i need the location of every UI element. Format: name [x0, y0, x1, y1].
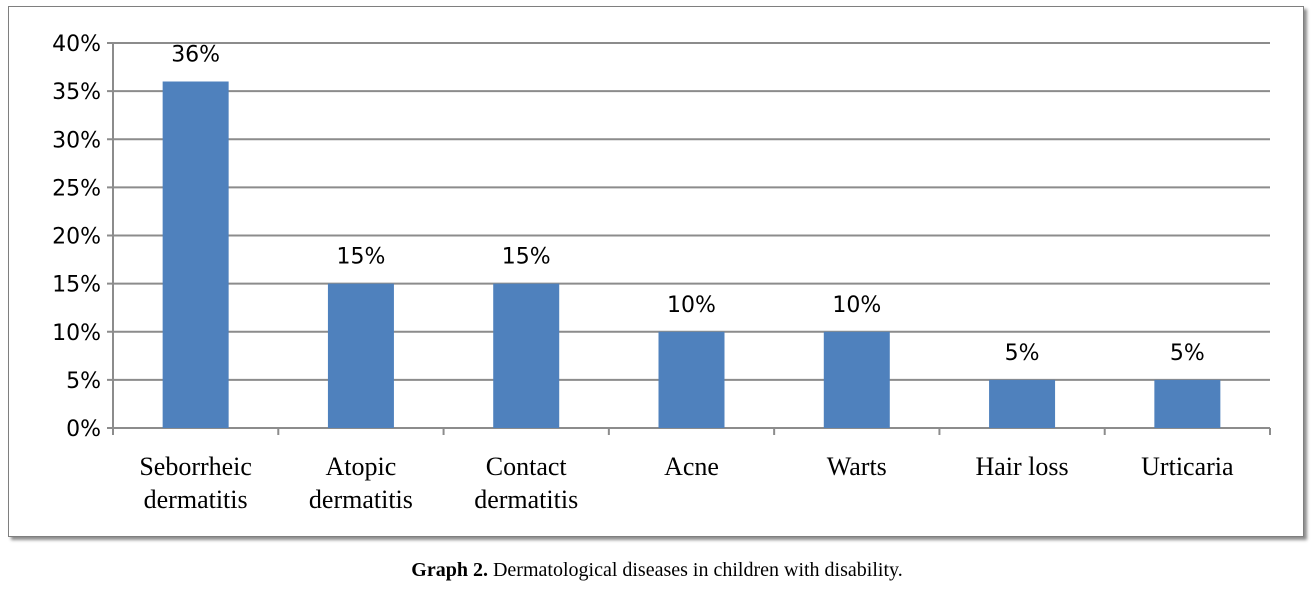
y-tick-label: 10% [52, 321, 101, 346]
bar [162, 81, 229, 428]
category-label: Urticaria [1141, 452, 1234, 481]
y-tick-label: 15% [52, 273, 101, 298]
bar [823, 331, 890, 428]
category-label: Acne [664, 452, 719, 481]
bar [658, 331, 725, 428]
category-label-line: Contact [486, 452, 568, 481]
data-label: 10% [667, 293, 716, 318]
y-tick-label: 25% [52, 176, 101, 201]
category-label-line: Seborrheic [139, 452, 252, 481]
y-tick-label: 5% [66, 369, 101, 394]
bar [1154, 379, 1221, 428]
y-tick-label: 35% [52, 80, 101, 105]
data-label: 15% [502, 245, 551, 270]
category-label-line: dermatitis [474, 485, 578, 514]
y-tick-label: 40% [52, 32, 101, 57]
category-label-line: Atopic [326, 452, 397, 481]
y-tick-label: 20% [52, 225, 101, 250]
bar-chart: 0% 5% 10% 15% 20% 25% 30% 35% 40% 36% Seborrheic de… [52, 32, 1271, 514]
category-label: Hair loss [975, 452, 1068, 481]
category-label-line: Acne [664, 452, 719, 481]
bar [327, 283, 394, 428]
y-tick-label: 30% [52, 128, 101, 153]
category-label-line: Hair loss [975, 452, 1068, 481]
data-label: 15% [336, 245, 385, 270]
bar [989, 379, 1056, 428]
chart-frame: 0% 5% 10% 15% 20% 25% 30% 35% 40% 36% Seborrheic de… [8, 6, 1304, 537]
category-label: Warts [827, 452, 887, 481]
bar [493, 283, 560, 428]
category-label: Seborrheic dermatitis [139, 452, 252, 514]
category-label-line: Urticaria [1141, 452, 1234, 481]
category-label: Contact dermatitis [474, 452, 578, 514]
figure-caption: Graph 2. Dermatological diseases in chil… [0, 559, 1314, 582]
data-label: 36% [171, 43, 220, 68]
category-label-line: dermatitis [144, 485, 248, 514]
data-label: 5% [1170, 341, 1205, 366]
caption-label: Graph 2. [411, 559, 488, 581]
caption-text: Dermatological diseases in children with… [487, 559, 903, 581]
category-label-line: dermatitis [309, 485, 413, 514]
y-tick-label: 0% [66, 417, 101, 442]
data-label: 10% [832, 293, 881, 318]
data-label: 5% [1005, 341, 1040, 366]
category-label: Atopic dermatitis [309, 452, 413, 514]
category-label-line: Warts [827, 452, 887, 481]
